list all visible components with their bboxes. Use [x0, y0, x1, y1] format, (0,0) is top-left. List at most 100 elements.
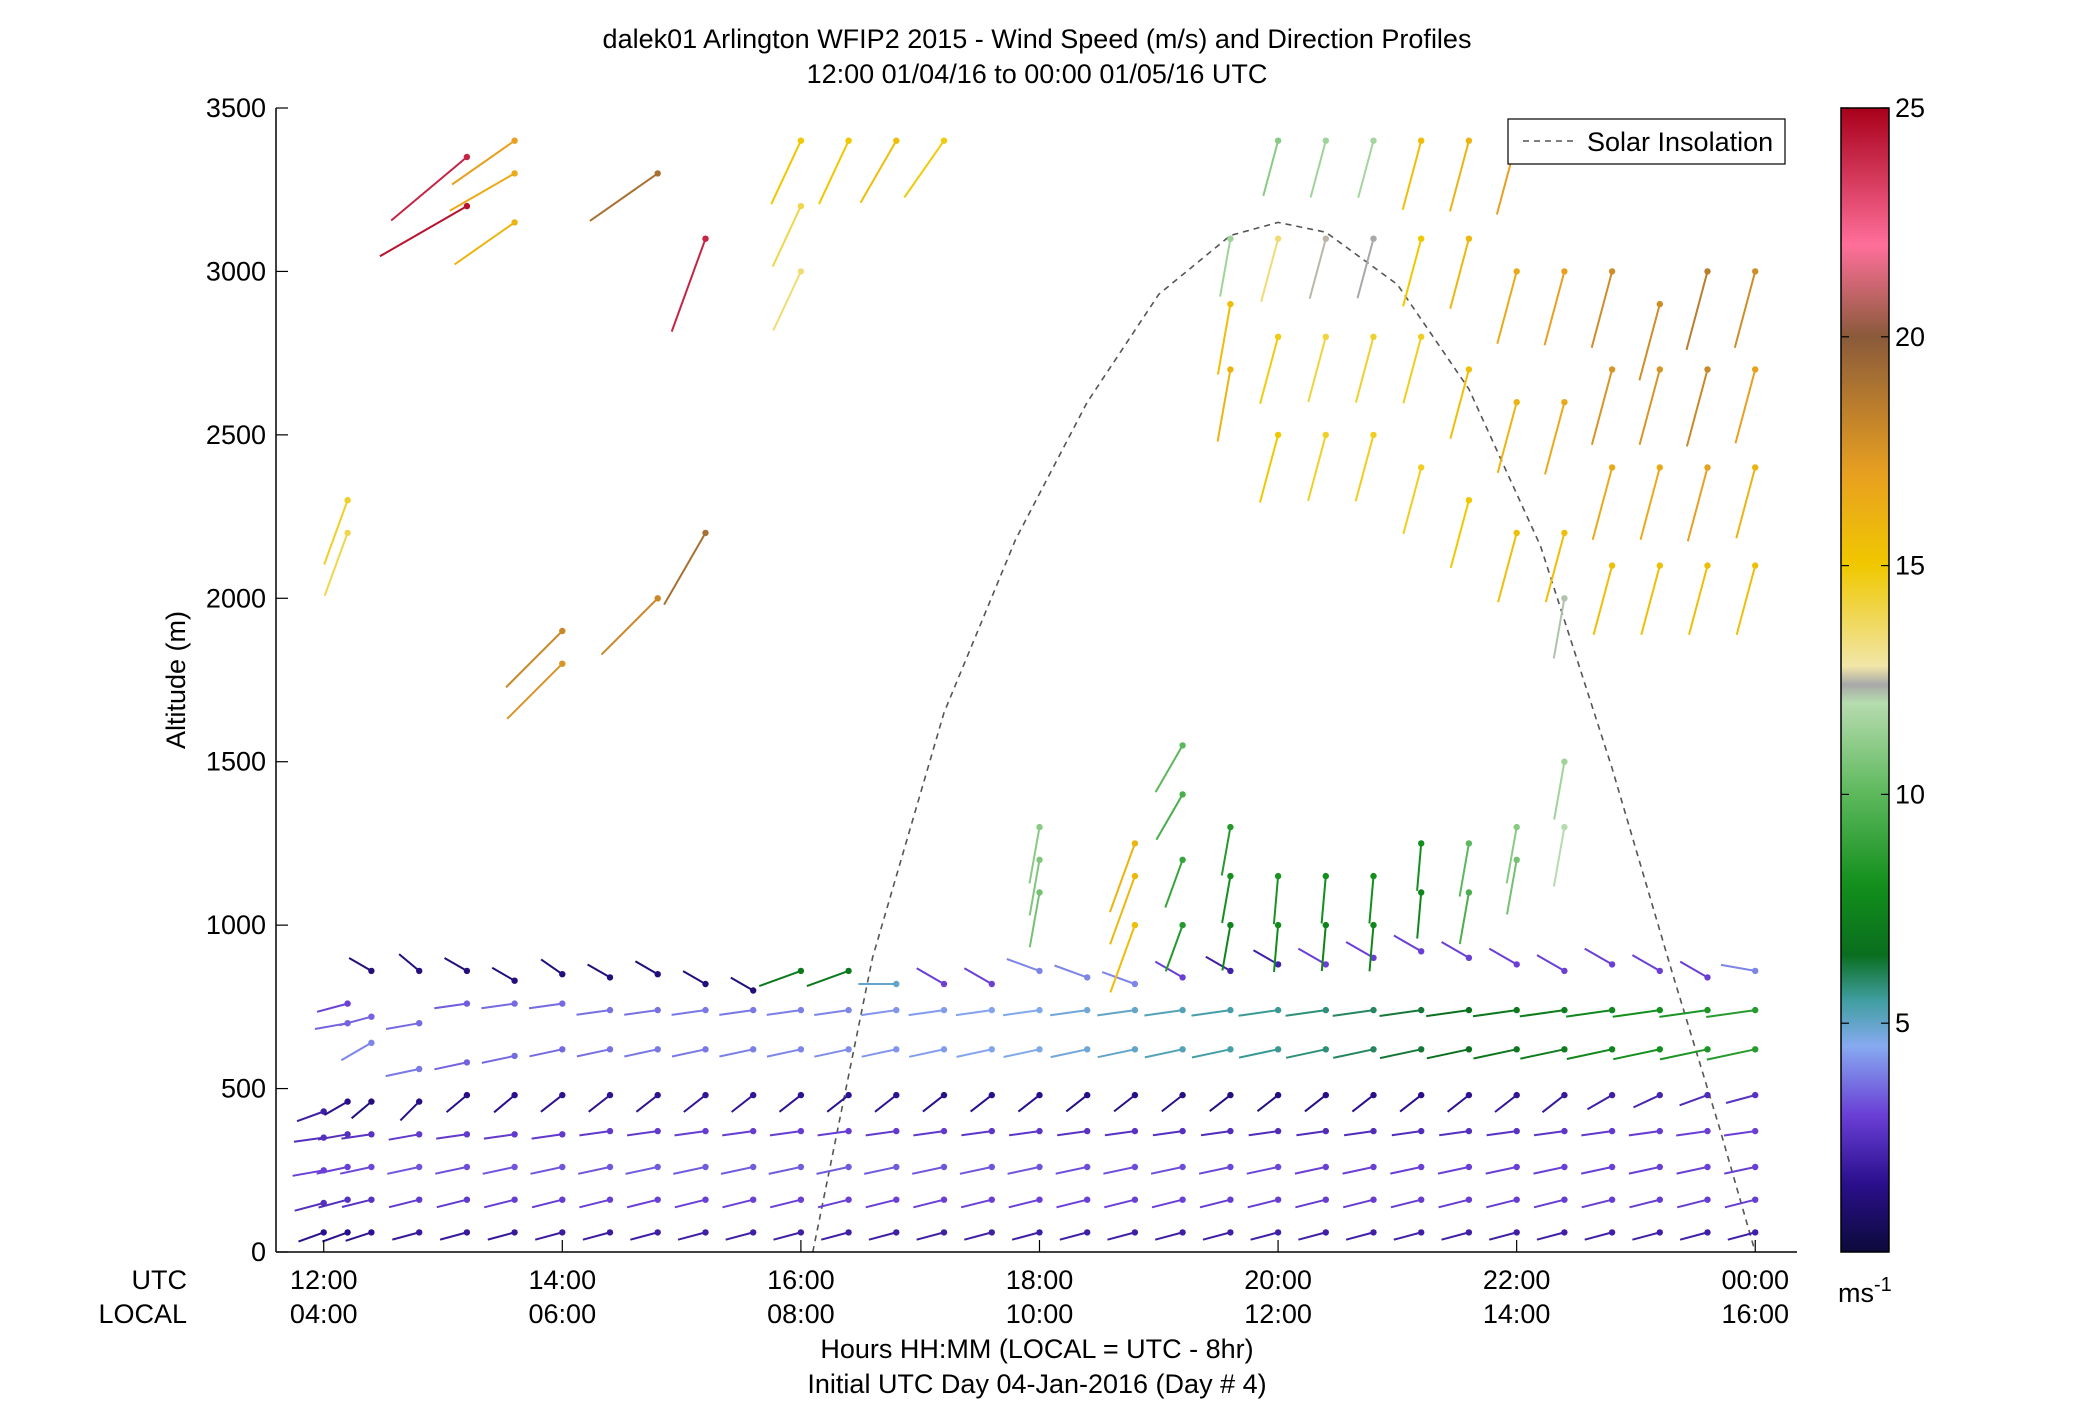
wind-barb-dot — [1322, 961, 1330, 968]
wind-barb-dot — [1513, 961, 1520, 968]
wind-barb-dot — [1513, 268, 1520, 275]
x-tick-label-local: 12:00 — [1244, 1299, 1312, 1329]
wind-barb-dot — [606, 1006, 614, 1014]
wind-barb-shaft — [1584, 1231, 1613, 1241]
wind-barb-dot — [702, 529, 709, 537]
wind-barb-shaft — [387, 1166, 420, 1175]
wind-barb-dot — [1561, 1229, 1568, 1236]
wind-barb-shaft — [758, 969, 802, 988]
wind-barb-shaft — [1393, 934, 1422, 953]
wind-barb-dot — [1608, 1163, 1616, 1171]
wind-barb-dot — [1179, 974, 1186, 981]
x-tick-label-local: 14:00 — [1483, 1299, 1551, 1329]
wind-barb-dot — [1608, 562, 1616, 569]
wind-barb-shaft — [1109, 924, 1136, 993]
wind-barb-shaft — [1581, 1198, 1613, 1209]
wind-barb-shaft — [1144, 1048, 1183, 1059]
wind-barb-dot — [559, 1131, 566, 1138]
wind-barb-dot — [1418, 1091, 1425, 1099]
wind-barb-shaft — [600, 597, 659, 656]
wind-barb-dot — [1036, 1163, 1043, 1171]
plot-area — [276, 108, 1797, 1252]
x-tick-label-local: 08:00 — [767, 1299, 835, 1329]
colorbar-gradient — [1840, 107, 1890, 1253]
wind-barb-shaft — [720, 1166, 754, 1175]
wind-barb-dot — [1704, 268, 1711, 275]
wind-barb-shaft — [340, 1041, 372, 1062]
wind-barb-shaft — [1458, 892, 1470, 945]
wind-barb-shaft — [1676, 1198, 1708, 1209]
wind-barb-dot — [1752, 1006, 1759, 1014]
wind-barb-shaft — [1592, 565, 1614, 636]
wind-barb-shaft — [722, 1198, 754, 1209]
wind-barb-shaft — [1494, 1094, 1518, 1113]
wind-barb-shaft — [1679, 1094, 1708, 1107]
wind-barb-dot — [1418, 464, 1425, 471]
wind-barb-shaft — [392, 1231, 420, 1241]
wind-barb-dot — [988, 1091, 995, 1099]
wind-barb-dot — [1274, 1127, 1282, 1135]
wind-barb-shaft — [1202, 1231, 1231, 1241]
wind-barb-shaft — [1294, 1166, 1327, 1175]
wind-barb-shaft — [730, 976, 754, 992]
wind-barb-dot — [1322, 333, 1330, 340]
wind-barb-shaft — [677, 1231, 706, 1241]
wind-barb-shaft — [316, 1002, 348, 1013]
wind-barb-shaft — [1345, 1231, 1374, 1241]
wind-barb-dot — [320, 1199, 327, 1207]
wind-barb-dot — [702, 235, 709, 242]
wind-barb-shaft — [1007, 1166, 1040, 1175]
wind-barb-dot — [988, 1229, 995, 1236]
wind-barb-dot — [654, 1127, 661, 1135]
wind-barb-dot — [988, 1046, 995, 1053]
wind-barb-dot — [1274, 235, 1282, 242]
wind-barb-dot — [1704, 1091, 1711, 1099]
wind-barb-shaft — [339, 1015, 372, 1027]
wind-barb-dot — [654, 595, 661, 602]
wind-barb-shaft — [725, 1231, 754, 1241]
wind-barb-shaft — [582, 1231, 611, 1241]
wind-barb-shaft — [861, 1048, 897, 1058]
wind-barb-shaft — [1735, 565, 1757, 636]
wind-barb-dot — [1227, 1006, 1234, 1014]
wind-barb-dot — [1752, 1229, 1759, 1236]
wind-barb-dot — [845, 137, 852, 144]
wind-barb-dot — [463, 153, 471, 161]
wind-barb-shaft — [1543, 271, 1566, 346]
wind-barb-dot — [940, 1127, 948, 1135]
wind-barb-dot — [1656, 967, 1664, 975]
wind-barb-dot — [1752, 366, 1759, 373]
wind-barb-shaft — [1216, 369, 1232, 442]
wind-barb-shaft — [768, 1166, 802, 1175]
wind-barb-shaft — [863, 1166, 897, 1175]
wind-barb-shaft — [956, 1048, 993, 1058]
wind-barb-shaft — [1488, 1231, 1517, 1241]
wind-barb-shaft — [528, 1002, 563, 1010]
colorbar: 5 10 15 20 25 ms-1 — [1838, 93, 1925, 1308]
x-tick-label-utc: 22:00 — [1483, 1265, 1551, 1295]
wind-barb-shaft — [1519, 1009, 1565, 1018]
wind-barb-dot — [845, 967, 852, 975]
wind-barb-shaft — [969, 1094, 993, 1113]
wind-barb-shaft — [322, 1231, 348, 1243]
wind-barb-dot — [1322, 1163, 1330, 1171]
wind-barb-dot — [1131, 1163, 1139, 1171]
wind-barb-dot — [1418, 137, 1425, 144]
wind-barb-shaft — [435, 1166, 468, 1175]
wind-barb-shaft — [814, 1009, 849, 1016]
wind-barb-dot — [1227, 1196, 1234, 1203]
wind-barb-dot — [1179, 1091, 1186, 1099]
wind-barb-shaft — [1200, 1130, 1231, 1137]
wind-barb-shaft — [540, 1094, 563, 1113]
wind-barb-dot — [1227, 872, 1234, 880]
wind-barb-shaft — [916, 967, 945, 985]
wind-barb-shaft — [671, 1048, 706, 1058]
wind-barb-dot — [368, 967, 375, 975]
wind-barb-shaft — [1686, 467, 1709, 542]
wind-barb-dot — [1227, 823, 1234, 831]
wind-barb-shaft — [1439, 1130, 1470, 1137]
y-tick-label: 3500 — [206, 93, 266, 123]
wind-barb-dot — [559, 1091, 566, 1099]
wind-barb-dot — [1656, 464, 1664, 471]
wind-barb-shaft — [323, 1100, 349, 1116]
